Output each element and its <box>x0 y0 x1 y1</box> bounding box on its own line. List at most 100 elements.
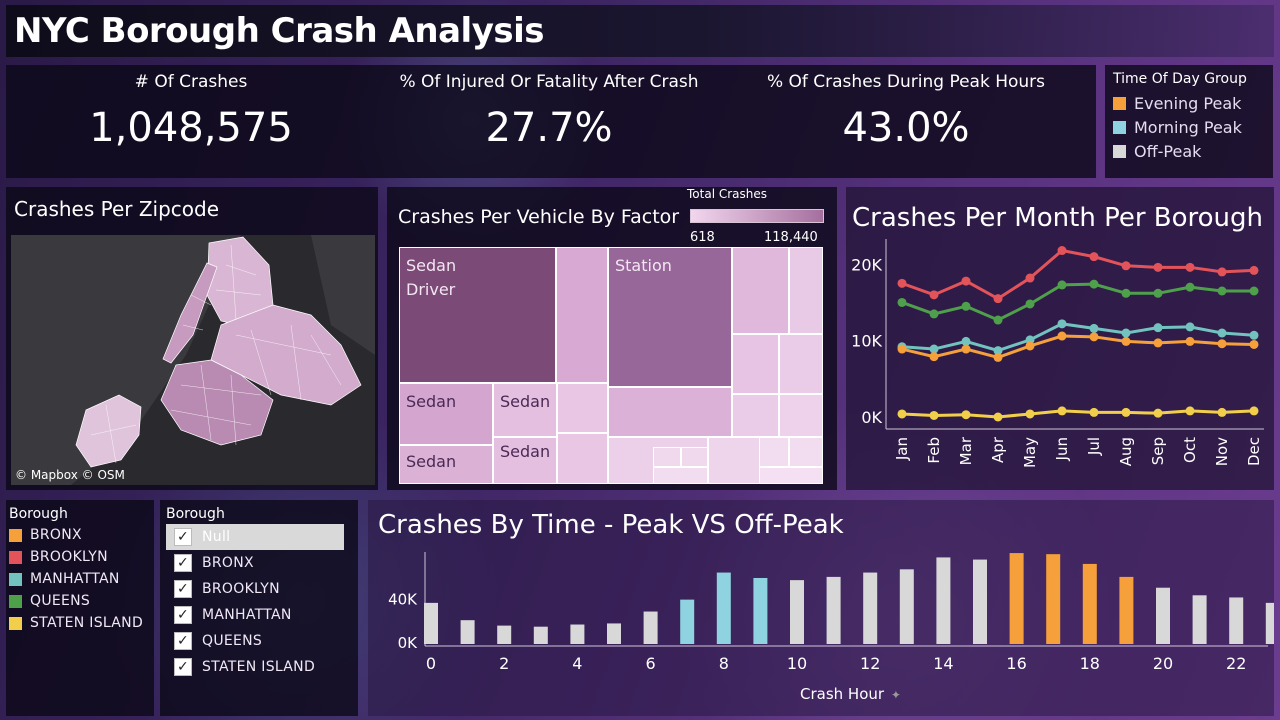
line-point <box>1249 286 1259 296</box>
filter-queens[interactable]: ✓ QUEENS <box>166 628 352 654</box>
line-point <box>1057 319 1067 329</box>
map-attribution[interactable]: © Mapbox © OSM <box>15 468 125 482</box>
legend-staten-island[interactable]: STATEN ISLAND <box>9 612 151 634</box>
kpi-injured-value: 27.7% <box>485 105 613 151</box>
checkbox-null[interactable]: ✓ <box>174 528 192 546</box>
bar-hour-23 <box>1265 602 1274 644</box>
tile-small-7[interactable] <box>789 437 823 467</box>
map-panel-title: Crashes Per Zipcode <box>14 197 220 221</box>
filter-null[interactable]: ✓ Null <box>166 524 344 550</box>
treemap-panel: Crashes Per Vehicle By Factor Total Cras… <box>387 187 837 490</box>
tile-station-7[interactable] <box>732 394 779 437</box>
tile-small-6[interactable] <box>759 437 789 467</box>
filter-bronx[interactable]: ✓ BRONX <box>166 550 352 576</box>
tile-sedan-c[interactable]: Sedan <box>399 445 493 484</box>
line-point <box>1057 246 1067 256</box>
time-of-day-legend-title: Time Of Day Group <box>1113 71 1247 87</box>
bar-hour-5 <box>607 623 621 644</box>
bar-hour-4 <box>570 624 585 644</box>
line-point <box>1121 261 1131 271</box>
legend-brooklyn-label: BROOKLYN <box>30 549 108 565</box>
tile-station[interactable]: Station <box>608 247 732 387</box>
pin-icon[interactable]: ✦ <box>890 688 901 702</box>
tile-station-5[interactable] <box>779 334 823 394</box>
line-point <box>1089 323 1099 333</box>
legend-queens-label: QUEENS <box>30 593 91 609</box>
zipcode-map[interactable]: © Mapbox © OSM <box>11 235 375 485</box>
bar-hour-0 <box>424 602 438 644</box>
legend-bronx-label: BRONX <box>30 527 82 543</box>
line-point <box>961 336 971 346</box>
legend-brooklyn[interactable]: BROOKLYN <box>9 546 151 568</box>
morning-peak-swatch <box>1113 120 1126 134</box>
filter-staten-island[interactable]: ✓ STATEN ISLAND <box>166 654 352 680</box>
borough-legend: Borough BRONX BROOKLYN MANHATTAN QUEENS … <box>6 500 154 716</box>
bar-hour-9 <box>753 577 768 644</box>
legend-morning-peak[interactable]: Morning Peak <box>1113 115 1265 139</box>
bar-hour-3 <box>533 626 548 644</box>
tile-small-3[interactable] <box>681 447 708 467</box>
checkbox-staten-island[interactable]: ✓ <box>174 658 192 676</box>
bar-hour-15 <box>973 559 987 644</box>
bar-hour-18 <box>1082 563 1097 644</box>
tile-sedan-2[interactable] <box>556 247 608 383</box>
tile-station-8[interactable] <box>779 394 823 437</box>
tile-station-label: Station <box>615 256 672 275</box>
tile-sedan-d[interactable]: Sedan <box>493 437 557 484</box>
tile-sedan-d-label: Sedan <box>500 442 551 461</box>
tile-station-6[interactable] <box>608 387 732 437</box>
checkbox-bronx[interactable]: ✓ <box>174 554 192 572</box>
bar-hour-7 <box>680 599 695 644</box>
tile-station-3[interactable] <box>789 247 823 334</box>
kpi-crashes-value: 1,048,575 <box>89 105 293 151</box>
line-point <box>1185 336 1195 346</box>
manhattan-swatch <box>9 572 22 586</box>
line-chart-ytick: 20K <box>851 255 882 274</box>
checkbox-manhattan[interactable]: ✓ <box>174 606 192 624</box>
filter-null-label: Null <box>202 529 231 545</box>
line-point <box>961 276 971 286</box>
tile-sedan-3[interactable] <box>557 383 608 433</box>
tile-sedan-b[interactable]: Sedan <box>493 383 557 437</box>
line-point <box>1217 328 1227 338</box>
checkbox-queens[interactable]: ✓ <box>174 632 192 650</box>
line-point <box>1153 288 1163 298</box>
checkbox-brooklyn[interactable]: ✓ <box>174 580 192 598</box>
filter-manhattan[interactable]: ✓ MANHATTAN <box>166 602 352 628</box>
tile-small-4[interactable] <box>653 467 708 484</box>
line-point <box>929 352 939 362</box>
line-point <box>897 278 907 288</box>
line-point <box>961 301 971 311</box>
line-chart-xtick: Nov <box>1213 437 1231 466</box>
filter-brooklyn[interactable]: ✓ BROOKLYN <box>166 576 352 602</box>
tile-sedan-a[interactable]: Sedan <box>399 383 493 445</box>
tile-station-2[interactable] <box>732 247 789 334</box>
bar-chart-xtick: 4 <box>572 654 582 673</box>
line-chart[interactable]: 0K 10K 20K Jan Feb Mar Apr May Jun Jul Aug Sep Oct No… <box>846 187 1274 490</box>
tile-sedan-driver[interactable]: Sedan Driver <box>399 247 556 383</box>
legend-evening-peak[interactable]: Evening Peak <box>1113 91 1265 115</box>
tile-sedan-4[interactable] <box>557 433 608 484</box>
legend-manhattan[interactable]: MANHATTAN <box>9 568 151 590</box>
line-point <box>961 410 971 420</box>
line-point <box>929 410 939 420</box>
color-legend-title: Total Crashes <box>687 187 767 201</box>
tile-sedan-c-label: Sedan <box>406 452 457 471</box>
tile-small-8[interactable] <box>759 467 823 484</box>
tile-small-2[interactable] <box>653 447 681 467</box>
line-point <box>897 297 907 307</box>
bar-chart[interactable]: 0K 40K 0 2 4 6 8 10 12 14 16 18 20 22 <box>368 500 1274 716</box>
legend-queens[interactable]: QUEENS <box>9 590 151 612</box>
vehicle-treemap[interactable]: Sedan Driver Sedan Sedan Sedan Sedan Sta… <box>399 247 823 484</box>
line-point <box>929 344 939 354</box>
legend-off-peak[interactable]: Off-Peak <box>1113 139 1265 163</box>
line-point <box>961 344 971 354</box>
line-chart-xtick: Sep <box>1149 437 1167 465</box>
line-point <box>1153 338 1163 348</box>
line-chart-xtick: Apr <box>989 436 1007 463</box>
bronx-swatch <box>9 528 22 542</box>
line-point <box>1217 286 1227 296</box>
legend-bronx[interactable]: BRONX <box>9 524 151 546</box>
brooklyn-swatch <box>9 550 22 564</box>
tile-station-4[interactable] <box>732 334 779 394</box>
